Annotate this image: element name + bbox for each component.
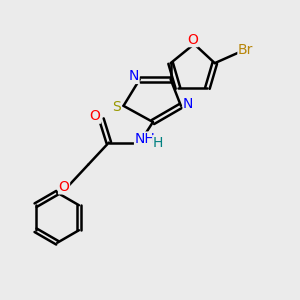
Text: NH: NH (135, 132, 155, 146)
Text: N: N (183, 98, 194, 111)
Text: O: O (187, 33, 198, 46)
Text: N: N (129, 69, 139, 83)
Text: S: S (112, 100, 121, 114)
Text: O: O (89, 109, 100, 123)
Text: O: O (58, 180, 70, 194)
Text: Br: Br (238, 43, 254, 57)
Text: H: H (153, 136, 163, 150)
